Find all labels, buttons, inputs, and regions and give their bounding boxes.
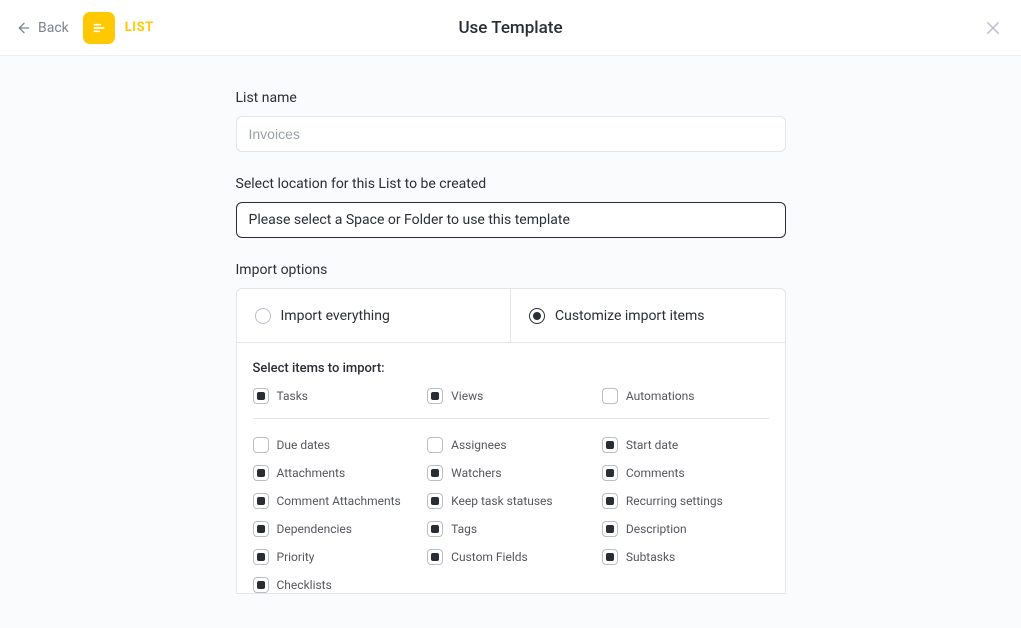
- modal-title: Use Template: [458, 18, 562, 38]
- checkbox-icon: [253, 493, 269, 509]
- checkbox-watchers[interactable]: Watchers: [427, 465, 594, 481]
- checkbox-icon: [253, 577, 269, 593]
- back-button[interactable]: Back: [16, 20, 69, 36]
- checkbox-icon: [427, 549, 443, 565]
- checkbox-attachments[interactable]: Attachments: [253, 465, 420, 481]
- form: List name Select location for this List …: [236, 56, 786, 628]
- radio-import-everything[interactable]: Import everything: [237, 289, 512, 342]
- checkbox-label: Subtasks: [626, 550, 675, 564]
- back-label: Back: [38, 20, 69, 36]
- checkbox-icon: [427, 388, 443, 404]
- checkbox-icon: [253, 388, 269, 404]
- checkbox-label: Views: [451, 389, 483, 403]
- checkbox-icon: [427, 493, 443, 509]
- checkbox-tasks[interactable]: Tasks: [253, 388, 420, 404]
- checkbox-label: Dependencies: [277, 522, 352, 536]
- checkbox-automations[interactable]: Automations: [602, 388, 769, 404]
- checkbox-recurring-settings[interactable]: Recurring settings: [602, 493, 769, 509]
- checkbox-icon: [602, 388, 618, 404]
- checkbox-icon: [602, 493, 618, 509]
- checkbox-label: Checklists: [277, 578, 332, 592]
- checkbox-description[interactable]: Description: [602, 521, 769, 537]
- checkbox-views[interactable]: Views: [427, 388, 594, 404]
- checkbox-start-date[interactable]: Start date: [602, 437, 769, 453]
- radio-icon: [255, 308, 271, 324]
- checkbox-label: Tags: [451, 522, 477, 536]
- checkbox-subtasks[interactable]: Subtasks: [602, 549, 769, 565]
- checkbox-comment-attachments[interactable]: Comment Attachments: [253, 493, 420, 509]
- modal-body: List name Select location for this List …: [0, 56, 1021, 628]
- select-items-section: Select items to import: Tasks Views Automa…: [237, 343, 785, 593]
- checkbox-icon: [253, 549, 269, 565]
- radio-label: Import everything: [281, 308, 390, 324]
- checkbox-keep-task-statuses[interactable]: Keep task statuses: [427, 493, 594, 509]
- checkbox-label: Keep task statuses: [451, 494, 552, 508]
- list-badge: [83, 12, 115, 44]
- checkbox-custom-fields[interactable]: Custom Fields: [427, 549, 594, 565]
- checkbox-due-dates[interactable]: Due dates: [253, 437, 420, 453]
- checkbox-label: Start date: [626, 438, 678, 452]
- checkbox-icon: [602, 437, 618, 453]
- list-name-input[interactable]: [236, 116, 786, 152]
- checkbox-icon: [602, 521, 618, 537]
- checkbox-label: Comment Attachments: [277, 494, 401, 508]
- close-button[interactable]: [981, 16, 1005, 40]
- checkbox-comments[interactable]: Comments: [602, 465, 769, 481]
- checkbox-tags[interactable]: Tags: [427, 521, 594, 537]
- checkbox-icon: [602, 549, 618, 565]
- arrow-left-icon: [16, 20, 32, 36]
- checkbox-label: Tasks: [277, 389, 309, 403]
- list-icon: [91, 20, 107, 36]
- radio-label: Customize import items: [555, 308, 704, 324]
- select-items-heading: Select items to import:: [253, 361, 769, 376]
- import-mode-radio-row: Import everything Customize import items: [237, 289, 785, 343]
- list-name-label: List name: [236, 90, 786, 106]
- checkbox-label: Comments: [626, 466, 685, 480]
- checkbox-dependencies[interactable]: Dependencies: [253, 521, 420, 537]
- location-picker[interactable]: Please select a Space or Folder to use t…: [236, 202, 786, 238]
- checkbox-label: Assignees: [451, 438, 506, 452]
- checkbox-icon: [427, 465, 443, 481]
- checkbox-label: Recurring settings: [626, 494, 723, 508]
- checkbox-label: Attachments: [277, 466, 346, 480]
- radio-icon: [529, 308, 545, 324]
- checkbox-icon: [253, 465, 269, 481]
- checkbox-label: Due dates: [277, 438, 331, 452]
- checkbox-priority[interactable]: Priority: [253, 549, 420, 565]
- checkbox-label: Description: [626, 522, 687, 536]
- import-options-label: Import options: [236, 262, 786, 278]
- radio-customize-import[interactable]: Customize import items: [511, 289, 785, 342]
- checkbox-icon: [602, 465, 618, 481]
- checkbox-checklists[interactable]: Checklists: [253, 577, 420, 593]
- checkbox-icon: [427, 521, 443, 537]
- checkbox-icon: [427, 437, 443, 453]
- checkbox-icon: [253, 437, 269, 453]
- checkbox-label: Custom Fields: [451, 550, 528, 564]
- bottom-import-grid: Due dates Assignees Start date Attachments W…: [253, 419, 769, 593]
- checkbox-icon: [253, 521, 269, 537]
- close-icon: [984, 19, 1002, 37]
- list-badge-label: LIST: [125, 20, 154, 35]
- location-placeholder: Please select a Space or Folder to use t…: [249, 212, 570, 228]
- checkbox-label: Priority: [277, 550, 315, 564]
- modal-header: Back LIST Use Template: [0, 0, 1021, 56]
- import-options-card: Import everything Customize import items…: [236, 288, 786, 594]
- top-import-grid: Tasks Views Automations: [253, 388, 769, 419]
- checkbox-label: Automations: [626, 389, 695, 403]
- checkbox-assignees[interactable]: Assignees: [427, 437, 594, 453]
- location-label: Select location for this List to be crea…: [236, 176, 786, 192]
- checkbox-label: Watchers: [451, 466, 501, 480]
